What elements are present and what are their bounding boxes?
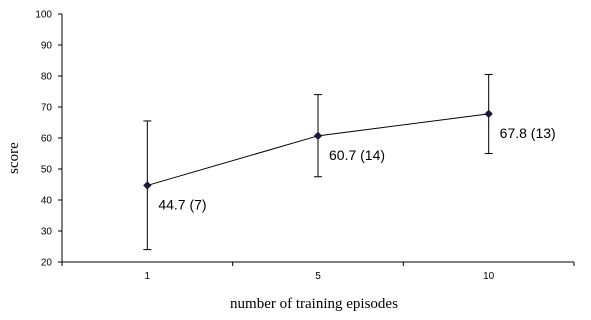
y-tick-label: 50	[41, 165, 53, 176]
y-axis-title: score	[6, 142, 22, 174]
data-point	[143, 181, 152, 190]
y-ticks: 20 30 40 50 60 70 80 90 100	[35, 10, 62, 269]
y-tick-label: 70	[41, 103, 53, 114]
x-tick-label: 10	[483, 271, 495, 282]
y-tick-label: 30	[41, 227, 53, 238]
y-tick-label: 80	[41, 72, 53, 83]
x-ticks: 1 5 10	[61, 262, 575, 282]
y-tick-label: 40	[41, 196, 53, 207]
data-label: 67.8 (13)	[500, 125, 556, 141]
y-tick-label: 20	[41, 258, 53, 269]
y-tick-label: 90	[41, 41, 53, 52]
x-axis-title: number of training episodes	[230, 296, 398, 312]
data-point	[313, 131, 323, 141]
data-label: 44.7 (7)	[158, 196, 206, 212]
x-tick-label: 5	[315, 271, 321, 282]
data-point	[484, 109, 493, 119]
data-label: 60.7 (14)	[329, 147, 385, 163]
x-tick-label: 1	[145, 271, 151, 282]
y-tick-label: 60	[41, 134, 53, 145]
data-markers	[143, 109, 493, 190]
error-bars	[143, 73, 493, 251]
data-labels: 44.7 (7) 60.7 (14) 67.8 (13)	[158, 125, 555, 213]
y-tick-label: 100	[35, 10, 52, 21]
